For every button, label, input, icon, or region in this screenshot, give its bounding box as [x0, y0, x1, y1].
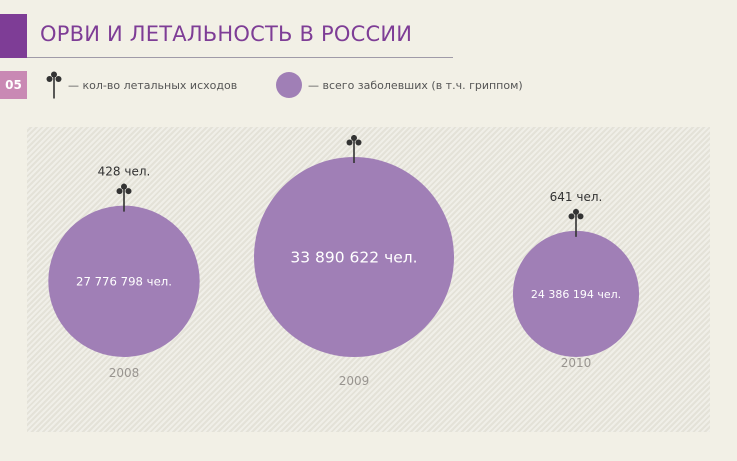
death-marker-dot-left-2009	[346, 139, 353, 146]
death-marker-icon-2010	[568, 208, 584, 237]
legend-deaths-label: — кол-во летальных исходов	[68, 78, 238, 92]
year-label-2008: 2008	[109, 366, 140, 380]
death-count-label-2008: 428 чел.	[98, 165, 151, 179]
death-count-label-2009: 1302 чел.	[324, 127, 384, 130]
bubble-2009	[254, 157, 454, 357]
death-marker-stem-2010	[575, 208, 577, 237]
bubble-2010	[512, 230, 640, 357]
death-marker-dot-right-2009	[355, 139, 362, 146]
death-marker-dot-top-2008	[121, 183, 127, 190]
death-marker-dot-left-2008	[116, 188, 123, 195]
death-marker-dot-top-2009	[351, 135, 357, 141]
death-marker-dot-top-2010	[573, 208, 579, 215]
legend-cases: — всего заболевших (в т.ч. гриппом)	[276, 70, 523, 100]
page-title: ОРВИ И ЛЕТАЛЬНОСТЬ В РОССИИ	[40, 22, 413, 46]
legend-deaths: — кол-во летальных исходов	[46, 70, 237, 100]
legend-cases-label: — всего заболевших (в т.ч. гриппом)	[308, 78, 523, 92]
bubble-2008	[48, 205, 200, 357]
death-marker-dot-right-2008	[125, 188, 132, 195]
death-marker-dot-right-2010	[577, 213, 584, 220]
bubble-value-label-2008: 27 776 798 чел.	[76, 274, 172, 288]
page-number-badge: 05	[0, 71, 27, 99]
bubble-chart: 27 776 798 чел. 2008 428 чел. 33 890 622 че…	[48, 127, 640, 388]
year-label-2010: 2010	[561, 356, 592, 370]
legend-cases-circle	[276, 72, 302, 98]
death-marker-icon	[46, 71, 62, 99]
death-marker-stem-2009	[353, 135, 355, 163]
year-label-2009: 2009	[339, 374, 370, 388]
bubble-value-label-2009: 33 890 622 чел.	[290, 248, 417, 266]
death-marker-icon-2009	[346, 135, 362, 163]
death-count-label-2010: 641 чел.	[550, 190, 603, 204]
title-accent-bar	[0, 14, 27, 58]
death-marker-dot-left-2010	[568, 213, 575, 220]
title-divider	[27, 57, 453, 58]
chart-area: 27 776 798 чел. 2008 428 чел. 33 890 622 че…	[27, 127, 710, 432]
death-marker-stem-2008	[123, 183, 125, 212]
death-marker-icon-2008	[116, 183, 132, 212]
bubble-value-label-2010: 24 386 194 чел.	[531, 288, 621, 301]
